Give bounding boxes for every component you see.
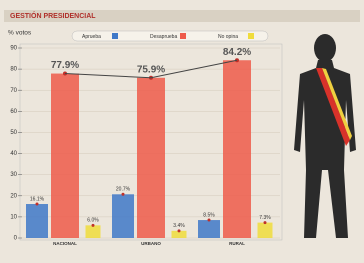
value-label: 77.9% [51,60,79,71]
bar [26,204,48,238]
y-tick-label: 50 [10,130,17,136]
value-dot [122,193,125,196]
value-label: 75.9% [137,64,165,75]
chart-title: GESTIÓN PRESIDENCIAL [10,11,96,20]
y-tick-label: 30 [10,172,17,178]
value-label: 8.5% [203,212,215,218]
x-tick-label: NACIONAL [53,241,77,246]
bar [112,194,134,238]
x-tick-label: RURAL [229,241,245,246]
value-label: 16.1% [30,196,45,202]
page: GESTIÓN PRESIDENCIAL % votos 01020304050… [0,0,364,263]
value-label: 6.0% [87,218,99,224]
value-dot [208,219,211,222]
legend-label: Aprueba [82,34,101,40]
value-dot [92,224,95,227]
y-tick-label: 80 [10,67,17,73]
x-tick-label: URBANO [141,241,161,246]
bar [258,223,273,238]
bar [137,78,165,238]
y-tick-label: 10 [10,214,17,220]
bar [86,225,101,238]
y-tick-label: 60 [10,109,17,115]
value-dot [178,229,181,232]
chart: GESTIÓN PRESIDENCIAL % votos 01020304050… [0,0,364,263]
value-label: 20.7% [116,187,131,193]
legend-label: Desaprueba [150,34,177,40]
legend-swatch [248,33,254,39]
y-tick-label: 40 [10,151,17,157]
bar [223,60,251,238]
y-axis-label: % votos [8,30,32,37]
legend-label: No opina [218,34,238,40]
value-label: 84.2% [223,47,251,58]
value-label: 7.3% [259,215,271,221]
legend-swatch [180,33,186,39]
value-dot [264,221,267,224]
y-tick-label: 90 [10,46,17,52]
y-tick-label: 20 [10,193,17,199]
value-label: 3.4% [173,223,185,229]
bar [51,74,79,238]
legend-swatch [112,33,118,39]
bar [198,220,220,238]
y-tick-label: 70 [10,88,17,94]
value-dot [36,203,39,206]
